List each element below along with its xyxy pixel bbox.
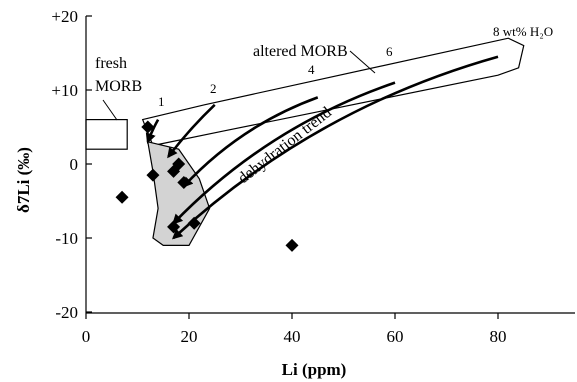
y-tick-label: +10 — [51, 81, 78, 100]
altered-morb-region — [141, 37, 525, 147]
dehydration-arrow-4 — [182, 96, 319, 188]
y-tick-label: -10 — [55, 229, 78, 248]
x-tick-label: 80 — [490, 327, 507, 346]
altered-morb-label: altered MORB — [253, 43, 348, 60]
y-tick-label: -20 — [55, 303, 78, 322]
arrow-label-2: 2 — [210, 81, 217, 96]
y-axis-ticks: -20 -10 0 +10 +20 — [51, 7, 92, 322]
dehydration-arrow-6 — [172, 81, 396, 225]
y-axis-title: δ7Li (‰) — [14, 147, 33, 213]
points-layer — [115, 120, 299, 252]
dehydration-arrow-8 — [172, 55, 499, 240]
data-point-diamond — [285, 238, 299, 252]
x-axis-title: Li (ppm) — [282, 360, 347, 379]
dehydration-trend-label: dehydration trend — [235, 104, 335, 187]
dehydration-arrow-2 — [167, 103, 216, 159]
fresh-morb-leader-line — [102, 99, 118, 121]
data-point-diamond — [141, 120, 155, 134]
arrow-label-4: 4 — [308, 62, 315, 77]
altered-morb-leader-line — [349, 50, 376, 74]
arrows-layer — [145, 55, 499, 240]
fresh-morb-region — [85, 118, 128, 150]
data-point-diamond — [177, 176, 191, 189]
x-axis-ticks: 0 20 40 60 80 — [82, 313, 507, 346]
data-point-diamond — [146, 168, 160, 182]
data-point-diamond — [172, 157, 186, 171]
x-tick-label: 60 — [387, 327, 404, 346]
fresh-morb-label-line1: fresh — [95, 55, 127, 72]
y-tick-label: +20 — [51, 7, 78, 26]
x-tick-label: 40 — [284, 327, 301, 346]
fresh-morb-label-line2: MORB — [95, 78, 142, 95]
data-point-diamond — [167, 220, 181, 234]
dehydrated-field-region — [147, 141, 211, 246]
arrow-label-8-wt-h2o: 8 wt% H₂O — [493, 24, 553, 39]
dehydration-arrow-1 — [145, 118, 160, 144]
x-tick-label: 0 — [82, 327, 91, 346]
arrow-label-6: 6 — [386, 44, 393, 59]
data-point-diamond — [187, 216, 201, 230]
x-tick-label: 20 — [181, 327, 198, 346]
data-point-diamond — [115, 190, 129, 204]
y-tick-label: 0 — [70, 155, 79, 174]
arrow-label-1: 1 — [158, 94, 165, 109]
